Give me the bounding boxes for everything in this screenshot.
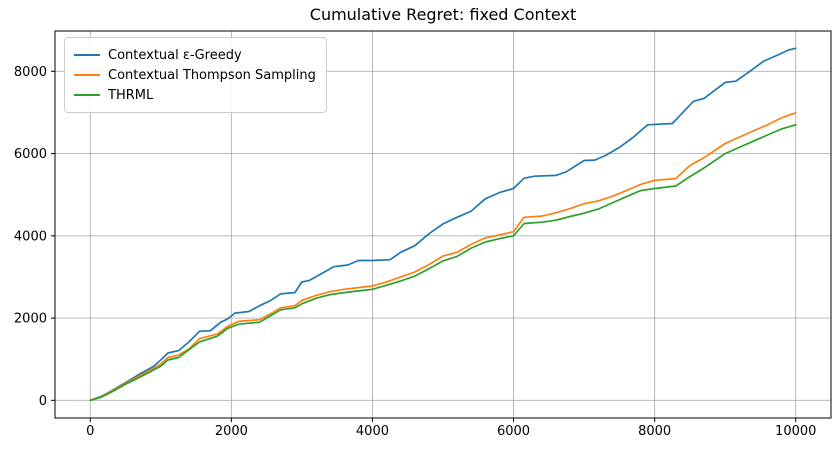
x-tick-label: 2000 (215, 424, 248, 439)
chart-title: Cumulative Regret: fixed Context (309, 5, 577, 24)
series-line-2 (89, 111, 797, 402)
y-tick-label: 2000 (14, 312, 47, 327)
legend-entry-thrml: THRML (74, 85, 316, 105)
x-tick-label: 8000 (638, 424, 671, 439)
x-tick-label: 4000 (356, 424, 389, 439)
x-tick-label: 0 (86, 424, 94, 439)
legend-entry-thompson: Contextual Thompson Sampling (74, 65, 316, 85)
legend-label-thrml: THRML (108, 87, 154, 103)
series-line-3 (89, 123, 797, 402)
y-tick-label: 0 (39, 394, 47, 409)
legend-entry-egreedy: Contextual ε-Greedy (74, 45, 316, 65)
axes-spines (54, 30, 832, 419)
legend-line-swatch-egreedy (74, 54, 100, 56)
x-tick-label: 10000 (775, 424, 816, 439)
legend-line-swatch-thrml (74, 94, 100, 96)
legend-label-thompson: Contextual Thompson Sampling (108, 67, 316, 83)
legend: Contextual ε-Greedy Contextual Thompson … (64, 37, 327, 113)
legend-line-swatch-thompson (74, 74, 100, 76)
legend-label-egreedy: Contextual ε-Greedy (108, 47, 242, 63)
series-line-1 (89, 47, 797, 402)
x-tick-label: 6000 (497, 424, 530, 439)
y-tick-label: 6000 (14, 147, 47, 162)
y-tick-label: 4000 (14, 229, 47, 244)
y-tick-label: 8000 (14, 65, 47, 80)
